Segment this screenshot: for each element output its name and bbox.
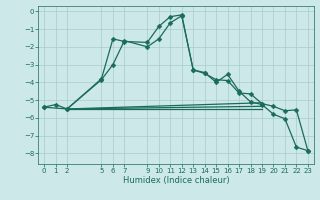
X-axis label: Humidex (Indice chaleur): Humidex (Indice chaleur) (123, 176, 229, 185)
